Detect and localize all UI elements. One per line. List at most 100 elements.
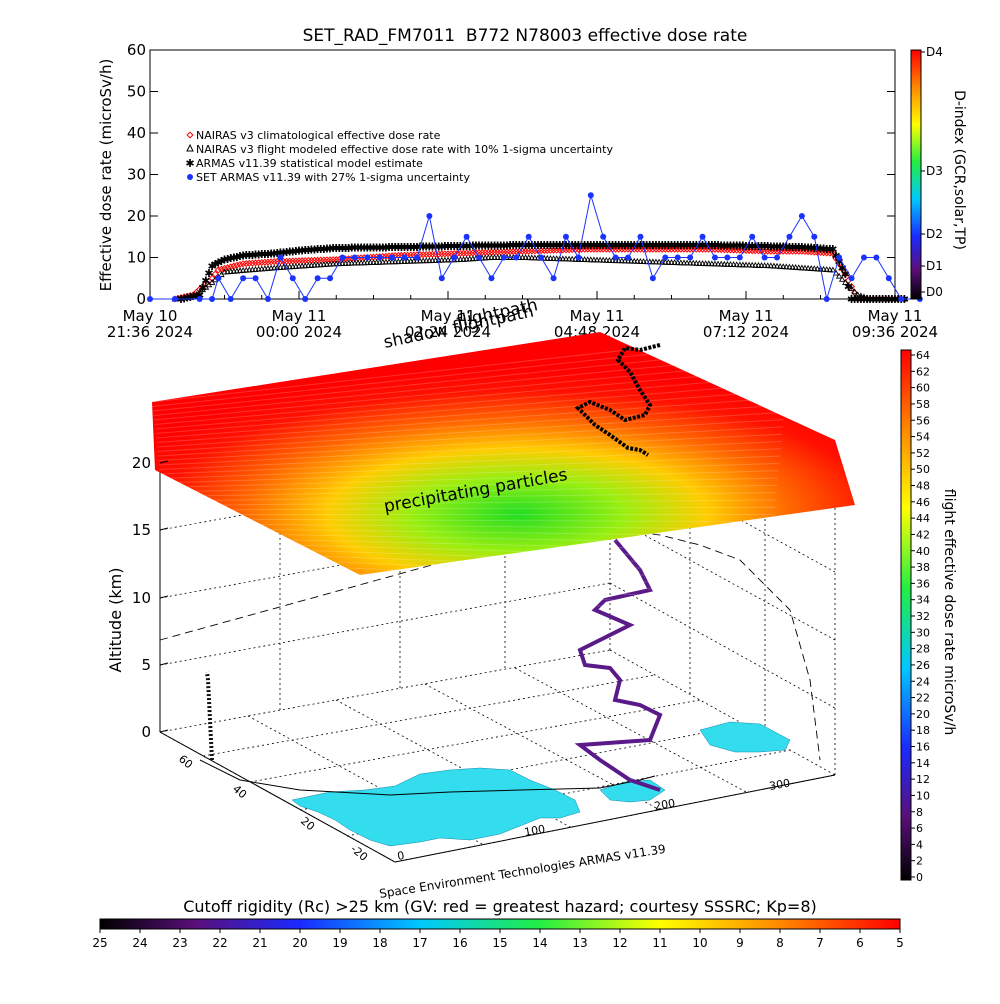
top-x-tick-label-line2: 07:12 2024 — [703, 323, 789, 341]
dose-colorbar-tick-label: 36 — [916, 577, 930, 590]
data-point: ✱ — [239, 249, 248, 262]
data-point: ✱ — [419, 241, 428, 254]
data-point: ✱ — [521, 239, 530, 252]
dose-colorbar-tick-label: 16 — [916, 741, 930, 754]
cutoff-rigidity-tick-label: 15 — [492, 936, 507, 950]
data-point — [376, 258, 383, 265]
dose-colorbar-tick-label: 34 — [916, 594, 930, 607]
data-point — [779, 263, 787, 270]
data-point: ✱ — [273, 247, 282, 260]
data-point: ✱ — [378, 241, 387, 254]
data-point — [426, 213, 433, 219]
data-point — [811, 233, 818, 240]
data-point: ✱ — [689, 239, 698, 252]
data-point — [836, 254, 843, 261]
data-point: ✱ — [335, 242, 344, 255]
data-point — [302, 296, 309, 302]
data-point: ✱ — [887, 293, 896, 306]
data-point — [277, 254, 284, 261]
data-point: ✱ — [304, 244, 313, 257]
data-point: ✱ — [686, 239, 695, 252]
data-point — [419, 257, 427, 264]
data-point — [354, 259, 362, 266]
data-point — [196, 296, 203, 302]
data-point — [289, 275, 296, 282]
data-point: ✱ — [850, 293, 859, 306]
series-2: ✱✱✱✱✱✱✱✱✱✱✱✱✱✱✱✱✱✱✱✱✱✱✱✱✱✱✱✱✱✱✱✱✱✱✱✱✱✱✱✱… — [176, 239, 908, 306]
altitude-tick — [159, 460, 169, 464]
data-point — [857, 292, 865, 299]
data-point: ✱ — [800, 241, 809, 254]
data-point — [870, 295, 877, 302]
data-point — [863, 294, 871, 301]
data-point: ✱ — [428, 240, 437, 253]
data-point: ✱ — [552, 239, 561, 252]
data-point — [820, 265, 827, 272]
altitude-tick — [159, 662, 169, 666]
sheet-stripe — [168, 550, 769, 574]
data-point — [814, 265, 821, 272]
cutoff-rigidity-tick-label: 11 — [652, 936, 667, 950]
data-point: ✱ — [661, 239, 670, 252]
data-point — [426, 257, 433, 264]
data-point: ✱ — [490, 239, 499, 252]
data-point — [476, 254, 483, 261]
data-point — [646, 258, 654, 265]
data-point — [351, 259, 359, 266]
top-chart-title: SET_RAD_FM7011 B772 N78003 effective dos… — [303, 26, 748, 46]
data-point — [687, 254, 694, 261]
data-point — [606, 256, 613, 263]
d-index-tick-label: D1 — [926, 259, 943, 273]
data-point: ✱ — [263, 248, 272, 261]
data-point: ✱ — [440, 240, 449, 253]
data-point: ✱ — [533, 239, 542, 252]
data-point — [327, 275, 334, 282]
data-point: ✱ — [282, 246, 291, 259]
cutoff-rigidity-tick-label: 7 — [816, 936, 824, 950]
data-point — [429, 257, 436, 263]
data-point — [413, 257, 421, 264]
data-point: ✱ — [617, 239, 626, 252]
data-point: ✱ — [648, 239, 657, 252]
flightpath-on-sheet — [574, 343, 661, 457]
data-point — [264, 296, 271, 302]
data-point — [699, 260, 706, 266]
data-point — [513, 254, 520, 261]
data-point: ✱ — [602, 239, 611, 252]
dose-colorbar-tick-label: 12 — [916, 773, 930, 786]
data-point — [876, 295, 883, 302]
data-point — [342, 259, 349, 266]
cutoff-rigidity-tick-label: 9 — [736, 936, 744, 950]
data-point: ✱ — [316, 243, 325, 256]
sheet-stripe — [168, 554, 769, 581]
data-point — [748, 261, 756, 268]
sheet-stripe — [154, 368, 789, 425]
data-point — [776, 262, 784, 269]
data-point — [811, 265, 818, 272]
sheet-stripe — [157, 411, 785, 452]
data-point — [798, 213, 805, 219]
data-point — [860, 254, 867, 261]
data-point — [774, 254, 781, 261]
data-point — [339, 254, 346, 261]
data-point: ✱ — [499, 239, 508, 252]
data-point: ✱ — [400, 241, 409, 254]
data-point: ✱ — [406, 241, 415, 254]
cutoff-rigidity-tick-label: 19 — [332, 936, 347, 950]
data-point: ✱ — [214, 257, 223, 270]
series-1 — [171, 254, 908, 302]
data-point — [724, 254, 731, 261]
sheet-stripe — [161, 470, 779, 488]
data-point — [395, 258, 402, 265]
sheet-stripe — [162, 492, 777, 502]
sheet-stripe — [170, 572, 766, 610]
data-point: ✱ — [459, 240, 468, 253]
sheet-stripe — [169, 563, 767, 596]
data-point: ✱ — [574, 239, 583, 252]
altitude-axis-label: Altitude (km) — [106, 568, 125, 673]
data-point: ✱ — [713, 239, 722, 252]
data-point: ✱ — [807, 242, 816, 255]
top-x-tick-label-line2: 21:36 2024 — [107, 323, 193, 341]
data-point — [211, 270, 219, 278]
data-point: ✱ — [422, 241, 431, 254]
